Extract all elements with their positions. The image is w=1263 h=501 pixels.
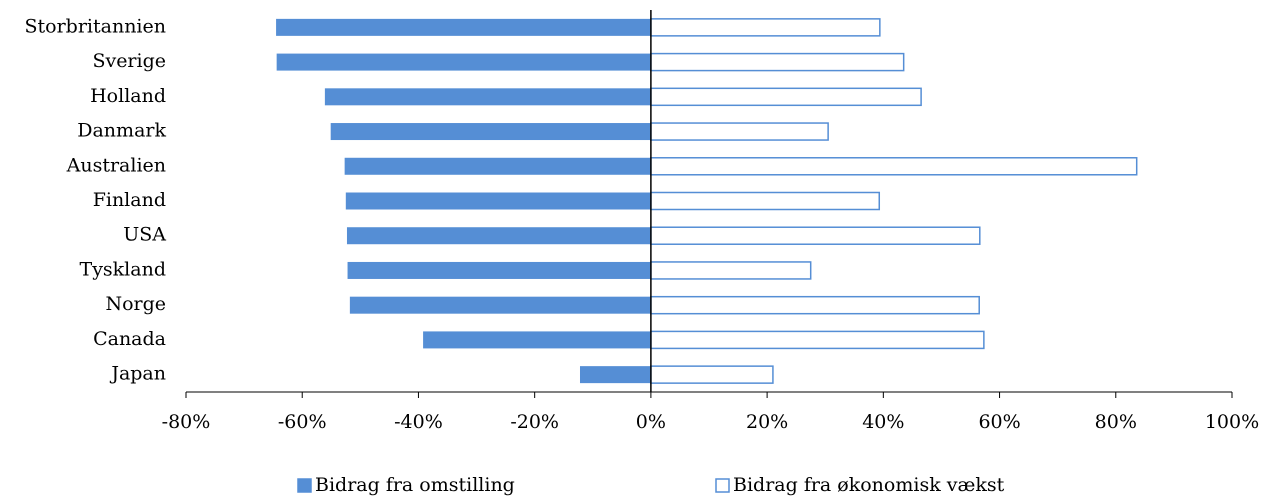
bar bbox=[650, 52, 905, 72]
y-tick-label: Australien bbox=[66, 154, 166, 176]
x-tick-label: 80% bbox=[1095, 411, 1137, 433]
y-tick-label: Storbritannien bbox=[25, 15, 167, 37]
bar bbox=[276, 18, 651, 36]
x-tick-label: 40% bbox=[862, 411, 904, 433]
bar bbox=[650, 191, 881, 211]
bar bbox=[650, 122, 829, 141]
bar bbox=[650, 87, 922, 107]
y-tick-label: USA bbox=[123, 224, 166, 246]
y-tick-label: Sverige bbox=[92, 50, 166, 72]
bar bbox=[346, 227, 651, 245]
y-tick-label: Finland bbox=[93, 189, 166, 211]
bar bbox=[347, 261, 651, 279]
legend-label: Bidrag fra omstilling bbox=[315, 474, 515, 496]
legend-swatch bbox=[297, 478, 312, 493]
y-tick-label: Canada bbox=[93, 328, 166, 350]
x-tick-label: -80% bbox=[162, 411, 211, 433]
x-tick-label: -40% bbox=[394, 411, 443, 433]
bar bbox=[330, 123, 651, 141]
bar bbox=[650, 330, 985, 350]
x-tick-label: 20% bbox=[746, 411, 788, 433]
legend-swatch bbox=[715, 478, 730, 493]
y-tick-label: Tyskland bbox=[80, 258, 166, 280]
bar bbox=[345, 192, 651, 210]
x-tick-label: -60% bbox=[278, 411, 327, 433]
x-tick-label: 0% bbox=[636, 411, 666, 433]
y-tick-label: Japan bbox=[109, 363, 166, 385]
bar bbox=[650, 261, 812, 280]
x-tick-label: -20% bbox=[510, 411, 559, 433]
bar bbox=[349, 296, 651, 314]
y-tick-label: Danmark bbox=[77, 120, 166, 142]
bar bbox=[423, 331, 651, 349]
bar bbox=[579, 366, 651, 384]
bar bbox=[650, 226, 981, 245]
legend-label: Bidrag fra økonomisk vækst bbox=[733, 474, 1005, 496]
bar bbox=[276, 53, 651, 71]
y-tick-label: Norge bbox=[105, 293, 166, 315]
x-tick-label: 100% bbox=[1205, 411, 1259, 433]
bar bbox=[324, 88, 651, 106]
x-tick-label: 60% bbox=[978, 411, 1020, 433]
bar bbox=[650, 18, 881, 37]
y-tick-label: Holland bbox=[90, 85, 166, 107]
bar bbox=[650, 295, 980, 315]
bar bbox=[650, 365, 774, 384]
bar bbox=[650, 157, 1138, 176]
bar bbox=[344, 157, 651, 175]
